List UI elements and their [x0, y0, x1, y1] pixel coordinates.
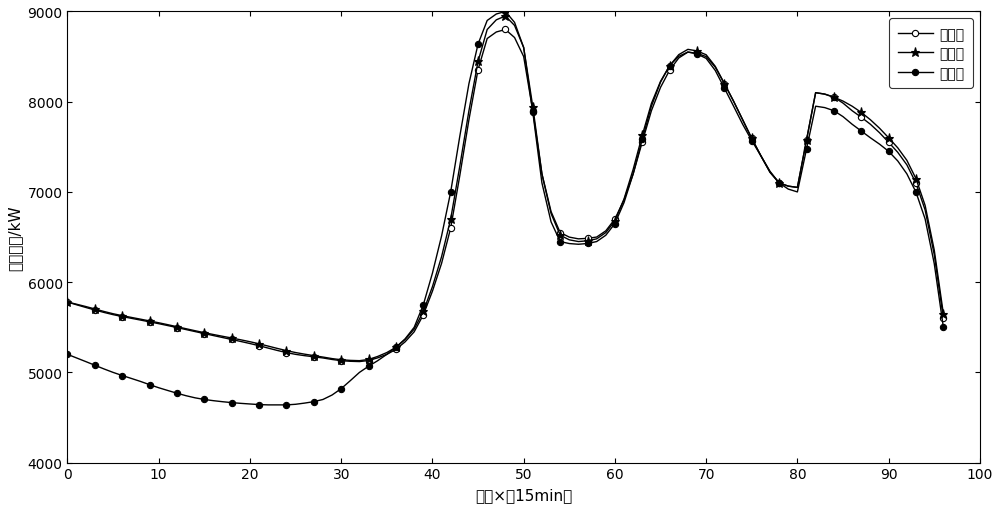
预测值 — [518, 45, 530, 51]
预测值 — [499, 14, 511, 20]
典型值 — [89, 362, 101, 369]
Line: 真实值: 真实值 — [64, 27, 946, 365]
真实值 — [518, 54, 530, 61]
预测值 — [61, 299, 73, 305]
预测值 — [755, 154, 767, 160]
典型值 — [125, 376, 137, 382]
真实值 — [582, 236, 594, 242]
典型值 — [499, 9, 511, 15]
典型值 — [582, 241, 594, 247]
预测值 — [290, 350, 302, 356]
Line: 典型值: 典型值 — [64, 9, 946, 408]
预测值 — [125, 315, 137, 321]
X-axis label: 时间×（15min）: 时间×（15min） — [475, 487, 572, 502]
预测值 — [89, 306, 101, 313]
典型值 — [262, 402, 274, 408]
真实值 — [937, 316, 949, 322]
Y-axis label: 负荷功率/kW: 负荷功率/kW — [7, 205, 22, 270]
真实值 — [755, 154, 767, 160]
预测值 — [937, 311, 949, 317]
Legend: 真实值, 预测值, 典型值: 真实值, 预测值, 典型值 — [889, 19, 973, 89]
真实值 — [290, 352, 302, 358]
典型值 — [61, 352, 73, 358]
真实值 — [499, 27, 511, 34]
真实值 — [353, 359, 365, 365]
真实值 — [125, 316, 137, 322]
典型值 — [518, 45, 530, 51]
预测值 — [582, 238, 594, 244]
预测值 — [353, 358, 365, 364]
Line: 预测值: 预测值 — [63, 12, 948, 365]
典型值 — [299, 400, 311, 406]
典型值 — [755, 154, 767, 160]
典型值 — [937, 325, 949, 331]
真实值 — [89, 307, 101, 314]
真实值 — [61, 299, 73, 305]
